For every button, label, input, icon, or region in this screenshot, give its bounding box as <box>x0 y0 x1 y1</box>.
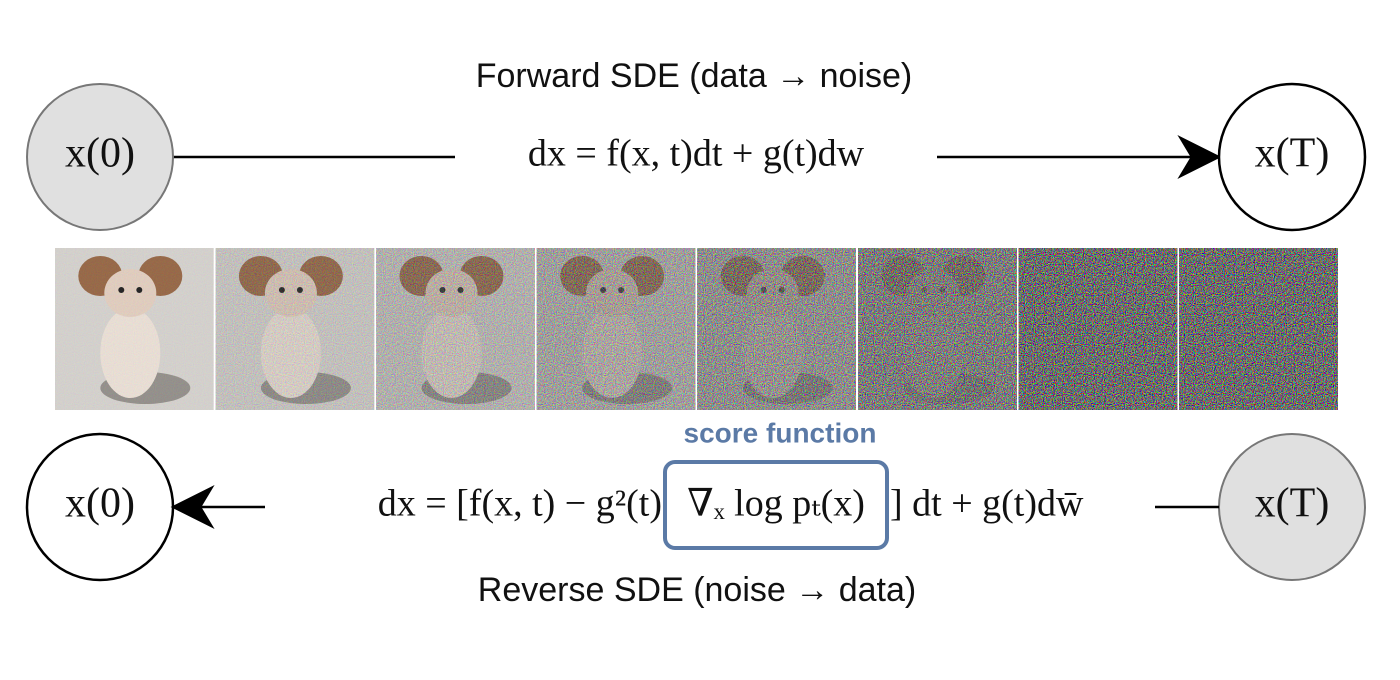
noise <box>1018 248 1178 410</box>
noisy-image <box>376 248 535 410</box>
score-box <box>663 460 889 550</box>
reverse-equation-score: ∇ₓ log pₜ(x) <box>687 483 865 525</box>
noisy-image <box>858 248 1017 410</box>
noisy-image <box>215 248 375 410</box>
image-strip <box>55 248 1338 410</box>
noisy-image <box>1018 248 1178 410</box>
noise <box>536 248 696 410</box>
node-label: x(T) <box>1255 481 1330 527</box>
forward-equation: dx = f(x, t)dt + g(t)dw <box>528 133 865 175</box>
score-label: score function <box>684 417 877 448</box>
node-label: x(0) <box>65 131 135 177</box>
reverse-equation-after: ] dt + g(t)dw̄ <box>890 483 1084 525</box>
noisy-image <box>55 248 214 410</box>
node-label: x(T) <box>1255 131 1330 177</box>
noise <box>376 248 535 410</box>
noisy-image <box>1179 248 1338 410</box>
noise <box>215 248 375 410</box>
noisy-image <box>536 248 696 410</box>
reverse-label: Reverse SDE (noise → data) <box>478 571 916 609</box>
node-circle <box>26 83 174 231</box>
node-label: x(0) <box>65 481 135 527</box>
forward-label: Forward SDE (data → noise) <box>476 57 913 95</box>
reverse-equation-before: dx = [f(x, t) − g²(t) <box>378 483 662 525</box>
noise <box>55 248 214 410</box>
node-circle <box>1217 82 1367 232</box>
noisy-image <box>697 248 856 410</box>
noise <box>858 248 1017 410</box>
noise <box>1179 248 1338 410</box>
noise <box>697 248 856 410</box>
